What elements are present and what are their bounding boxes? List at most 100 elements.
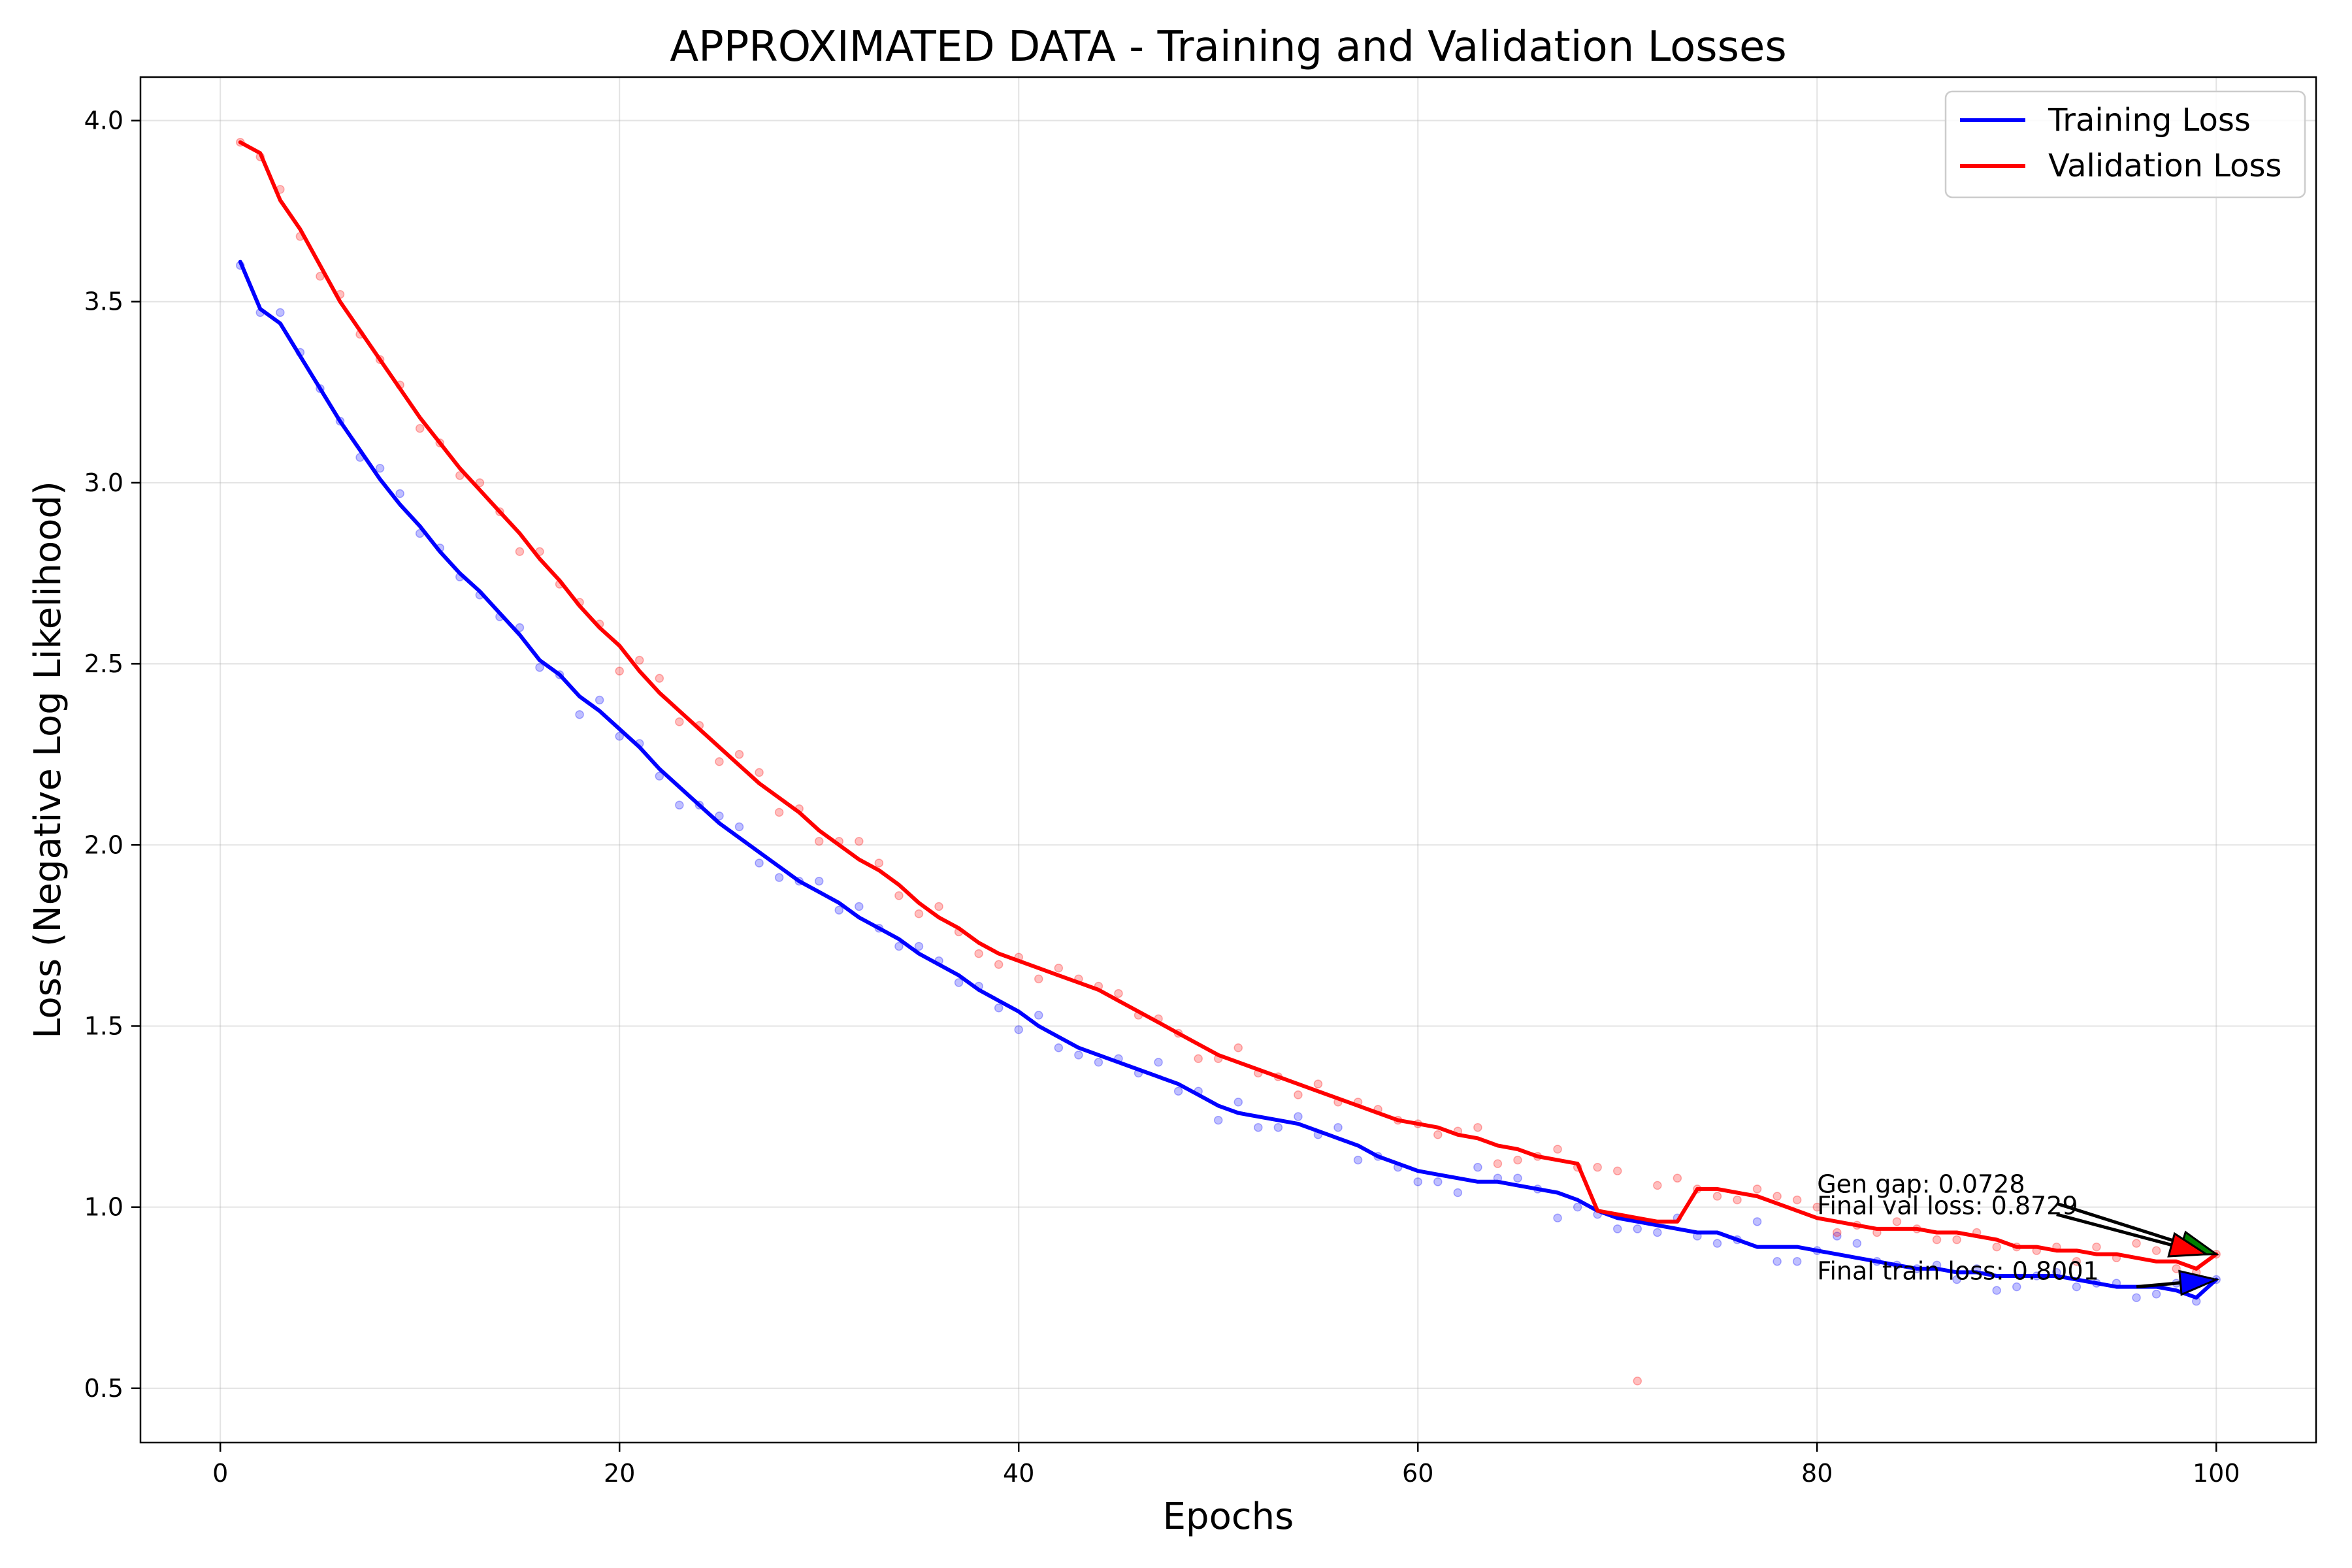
scatter-point <box>2132 1293 2141 1302</box>
scatter-point <box>1473 1122 1482 1132</box>
scatter-point <box>755 768 764 777</box>
scatter-point <box>1213 1115 1223 1125</box>
y-tick-label: 2.0 <box>84 830 123 859</box>
y-tick-label: 1.5 <box>84 1011 123 1040</box>
scatter-point <box>1633 1224 1642 1233</box>
scatter-point <box>974 949 983 958</box>
scatter-point <box>1892 1217 1902 1226</box>
annotation-arrow-shaft <box>2056 1201 2183 1245</box>
scatter-point <box>1273 1122 1283 1132</box>
scatter-point <box>1513 1155 1522 1165</box>
scatter-point <box>1114 988 1123 998</box>
scatter-point <box>1992 1286 2001 1295</box>
legend-box <box>1944 90 2306 199</box>
scatter-point <box>1313 1079 1323 1088</box>
scatter-point <box>1034 974 1043 984</box>
plot-frame <box>139 76 2317 1444</box>
annotation-label: Final train loss: 0.8001 <box>1817 1257 2099 1286</box>
scatter-point <box>1294 1112 1303 1121</box>
scatter-point <box>914 909 924 919</box>
scatter-point <box>1294 1090 1303 1100</box>
scatter-point <box>1653 1228 1662 1237</box>
scatter-point <box>655 674 664 683</box>
scatter-point <box>834 906 844 915</box>
y-tick-label: 3.5 <box>84 287 123 316</box>
x-tick-label: 100 <box>2193 1459 2240 1488</box>
x-tick-label: 60 <box>1402 1459 1433 1488</box>
scatter-point <box>276 308 285 318</box>
annotation-label: Final val loss: 0.8729 <box>1817 1192 2078 1220</box>
scatter-point <box>455 471 465 480</box>
legend: Training Loss Validation Loss <box>1944 90 2306 199</box>
scatter-point <box>994 960 1004 969</box>
scatter-point <box>755 858 764 868</box>
scatter-point <box>874 858 884 868</box>
scatter-point <box>2151 1289 2161 1299</box>
scatter-point <box>1952 1275 1961 1284</box>
scatter-point <box>1254 1122 1263 1132</box>
scatter-point <box>774 873 784 882</box>
scatter-point <box>954 978 964 987</box>
y-tick-label: 3.0 <box>84 468 123 497</box>
scatter-point <box>1812 1202 1821 1212</box>
scatter-point <box>1792 1257 1802 1266</box>
scatter-point <box>375 463 385 473</box>
y-axis-label: Loss (Negative Log Likelihood) <box>27 481 69 1039</box>
scatter-point <box>894 941 904 951</box>
scatter-point <box>635 655 644 665</box>
scatter-point <box>914 941 924 951</box>
scatter-point <box>515 623 525 632</box>
annotation-arrow-head <box>2178 1269 2220 1296</box>
scatter-point <box>2072 1257 2082 1266</box>
scatter-point <box>814 836 824 846</box>
scatter-point <box>2092 1242 2101 1252</box>
scatter-point <box>475 478 485 487</box>
legend-label-training: Training Loss <box>2048 102 2251 139</box>
scatter-point <box>1173 1086 1183 1096</box>
scatter-point <box>1034 1011 1043 1020</box>
scatter-point <box>1932 1235 1942 1245</box>
scatter-point <box>1772 1192 1782 1201</box>
scatter-point <box>2072 1282 2082 1292</box>
y-tick-label: 0.5 <box>84 1374 123 1403</box>
x-tick-label: 20 <box>604 1459 635 1488</box>
y-tick-label: 2.5 <box>84 649 123 678</box>
chart-title: APPROXIMATED DATA - Training and Validat… <box>670 23 1786 71</box>
x-tick-label: 40 <box>1003 1459 1034 1488</box>
scatter-point <box>1612 1224 1622 1233</box>
scatter-point <box>934 902 943 911</box>
scatter-point <box>1992 1242 2001 1252</box>
scatter-point <box>1194 1054 1203 1064</box>
training-loss-line <box>238 259 2219 1300</box>
scatter-point <box>1553 1145 1562 1154</box>
scatter-point <box>1054 964 1064 973</box>
scatter-point <box>1233 1043 1243 1053</box>
scatter-point <box>1353 1155 1363 1165</box>
annotation-arrow-head <box>2167 1232 2210 1258</box>
annotation-arrow-shaft <box>2056 1213 2172 1247</box>
scatter-point <box>1593 1162 1602 1172</box>
scatter-point <box>994 1003 1004 1013</box>
scatter-point <box>1833 1228 1842 1237</box>
scatter-point <box>615 732 624 741</box>
scatter-point <box>1752 1184 1762 1194</box>
scatter-point <box>655 772 664 781</box>
scatter-point <box>1513 1173 1522 1183</box>
scatter-point <box>1752 1217 1762 1226</box>
x-axis-label: Epochs <box>1163 1495 1294 1538</box>
scatter-point <box>1553 1213 1562 1223</box>
scatter-point <box>395 489 404 498</box>
y-tick-label: 1.0 <box>84 1193 123 1222</box>
scatter-point <box>1154 1058 1163 1067</box>
scatter-point <box>1094 1058 1103 1067</box>
scatter-point <box>734 822 744 832</box>
scatter-point <box>1653 1181 1662 1190</box>
scatter-point <box>1413 1177 1422 1186</box>
scatter-point <box>2012 1282 2021 1292</box>
scatter-point <box>855 836 864 846</box>
scatter-point <box>1852 1239 1862 1248</box>
scatter-point <box>1333 1122 1343 1132</box>
scatter-point <box>1233 1098 1243 1107</box>
scatter-point <box>855 902 864 911</box>
scatter-point <box>1433 1177 1443 1186</box>
